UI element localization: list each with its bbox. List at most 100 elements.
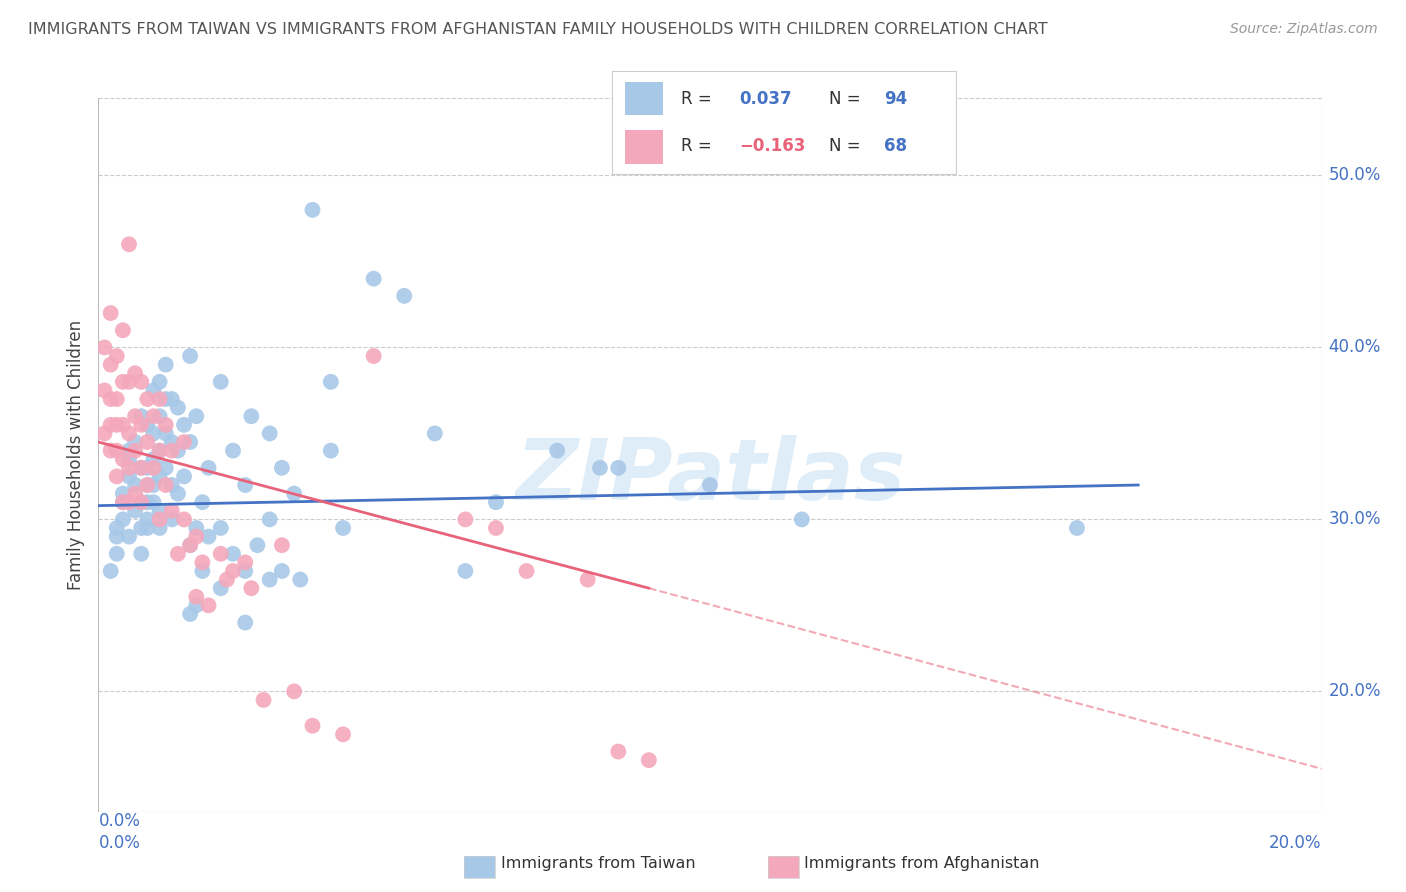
Point bbox=[160, 504, 183, 518]
Point bbox=[100, 306, 122, 320]
Point bbox=[124, 443, 146, 458]
Point bbox=[186, 590, 208, 604]
Point bbox=[222, 547, 245, 561]
Point bbox=[454, 512, 477, 526]
Point bbox=[319, 443, 342, 458]
Point bbox=[270, 460, 292, 475]
Point bbox=[136, 512, 159, 526]
Text: R =: R = bbox=[681, 137, 717, 155]
Point bbox=[209, 581, 232, 595]
Point bbox=[167, 443, 190, 458]
Point bbox=[167, 401, 190, 415]
Text: 50.0%: 50.0% bbox=[1329, 167, 1381, 185]
Point bbox=[149, 392, 172, 406]
Point bbox=[136, 417, 159, 432]
Point bbox=[1066, 521, 1088, 535]
Point bbox=[149, 409, 172, 424]
Point bbox=[392, 289, 416, 303]
Point bbox=[516, 564, 538, 578]
Point bbox=[233, 615, 256, 630]
Point bbox=[233, 555, 256, 569]
Point bbox=[155, 417, 177, 432]
Point bbox=[209, 521, 232, 535]
Point bbox=[100, 392, 122, 406]
Point bbox=[270, 538, 292, 552]
Point bbox=[93, 384, 115, 398]
Point bbox=[124, 504, 146, 518]
Point bbox=[129, 521, 152, 535]
Point bbox=[186, 599, 208, 613]
Point bbox=[129, 547, 152, 561]
Text: R =: R = bbox=[681, 90, 717, 108]
FancyBboxPatch shape bbox=[626, 82, 664, 115]
Point bbox=[111, 486, 134, 500]
Point bbox=[105, 392, 128, 406]
Point bbox=[105, 547, 128, 561]
Point bbox=[167, 486, 190, 500]
Point bbox=[111, 323, 134, 337]
Point bbox=[111, 495, 134, 509]
Text: 20.0%: 20.0% bbox=[1270, 834, 1322, 852]
Point bbox=[100, 417, 122, 432]
Point bbox=[270, 564, 292, 578]
Point bbox=[259, 512, 281, 526]
Point bbox=[149, 375, 172, 389]
Point bbox=[142, 460, 165, 475]
Text: ZIPatlas: ZIPatlas bbox=[515, 434, 905, 518]
Point bbox=[215, 573, 238, 587]
Point bbox=[576, 573, 599, 587]
Text: Source: ZipAtlas.com: Source: ZipAtlas.com bbox=[1230, 22, 1378, 37]
Point bbox=[240, 409, 263, 424]
Point bbox=[173, 417, 195, 432]
Point bbox=[233, 478, 256, 492]
Text: 0.037: 0.037 bbox=[740, 90, 792, 108]
Point bbox=[124, 366, 146, 380]
Point bbox=[149, 469, 172, 483]
Point bbox=[246, 538, 269, 552]
Point bbox=[332, 521, 354, 535]
Point bbox=[332, 727, 354, 741]
Point bbox=[136, 392, 159, 406]
Point bbox=[118, 426, 141, 441]
Point bbox=[197, 460, 219, 475]
Text: 68: 68 bbox=[884, 137, 907, 155]
Point bbox=[259, 426, 281, 441]
Point bbox=[142, 426, 165, 441]
Text: Immigrants from Taiwan: Immigrants from Taiwan bbox=[501, 856, 695, 871]
Point bbox=[142, 495, 165, 509]
FancyBboxPatch shape bbox=[626, 130, 664, 163]
Point bbox=[197, 530, 219, 544]
Point bbox=[485, 521, 508, 535]
Point bbox=[423, 426, 446, 441]
Point bbox=[111, 375, 134, 389]
Point bbox=[301, 202, 323, 217]
Point bbox=[118, 530, 141, 544]
Point bbox=[136, 478, 159, 492]
Point bbox=[105, 530, 128, 544]
Point bbox=[118, 469, 141, 483]
Point bbox=[118, 452, 141, 467]
Point bbox=[105, 443, 128, 458]
Point bbox=[129, 375, 152, 389]
Point bbox=[191, 564, 214, 578]
Point bbox=[124, 435, 146, 450]
Point bbox=[124, 409, 146, 424]
Point bbox=[118, 460, 141, 475]
Point bbox=[129, 417, 152, 432]
Point bbox=[124, 478, 146, 492]
Point bbox=[118, 237, 141, 252]
Point bbox=[179, 435, 201, 450]
Point bbox=[699, 478, 721, 492]
Point bbox=[118, 443, 141, 458]
Point bbox=[149, 443, 172, 458]
Point bbox=[155, 392, 177, 406]
Point bbox=[186, 530, 208, 544]
Point bbox=[546, 443, 568, 458]
Point bbox=[111, 417, 134, 432]
Point bbox=[589, 460, 612, 475]
Point bbox=[155, 358, 177, 372]
Point bbox=[142, 452, 165, 467]
Point bbox=[209, 375, 232, 389]
Point bbox=[301, 719, 323, 733]
Point bbox=[100, 443, 122, 458]
